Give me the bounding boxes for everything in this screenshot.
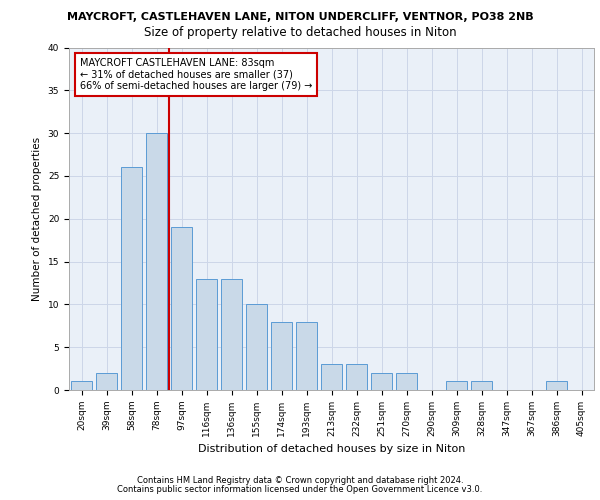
X-axis label: Distribution of detached houses by size in Niton: Distribution of detached houses by size …	[198, 444, 465, 454]
Bar	[371, 373, 392, 390]
Bar	[96, 373, 117, 390]
Bar	[396, 373, 417, 390]
Text: MAYCROFT CASTLEHAVEN LANE: 83sqm
← 31% of detached houses are smaller (37)
66% o: MAYCROFT CASTLEHAVEN LANE: 83sqm ← 31% o…	[79, 58, 312, 91]
Bar	[196, 278, 217, 390]
Bar	[546, 382, 567, 390]
Text: Size of property relative to detached houses in Niton: Size of property relative to detached ho…	[143, 26, 457, 39]
Bar	[171, 228, 192, 390]
Bar	[221, 278, 242, 390]
Bar	[471, 382, 492, 390]
Text: Contains public sector information licensed under the Open Government Licence v3: Contains public sector information licen…	[118, 484, 482, 494]
Bar	[271, 322, 292, 390]
Bar	[246, 304, 267, 390]
Text: Contains HM Land Registry data © Crown copyright and database right 2024.: Contains HM Land Registry data © Crown c…	[137, 476, 463, 485]
Bar	[296, 322, 317, 390]
Bar	[121, 168, 142, 390]
Text: MAYCROFT, CASTLEHAVEN LANE, NITON UNDERCLIFF, VENTNOR, PO38 2NB: MAYCROFT, CASTLEHAVEN LANE, NITON UNDERC…	[67, 12, 533, 22]
Bar	[71, 382, 92, 390]
Bar	[146, 133, 167, 390]
Bar	[321, 364, 342, 390]
Y-axis label: Number of detached properties: Number of detached properties	[32, 136, 42, 301]
Bar	[346, 364, 367, 390]
Bar	[446, 382, 467, 390]
